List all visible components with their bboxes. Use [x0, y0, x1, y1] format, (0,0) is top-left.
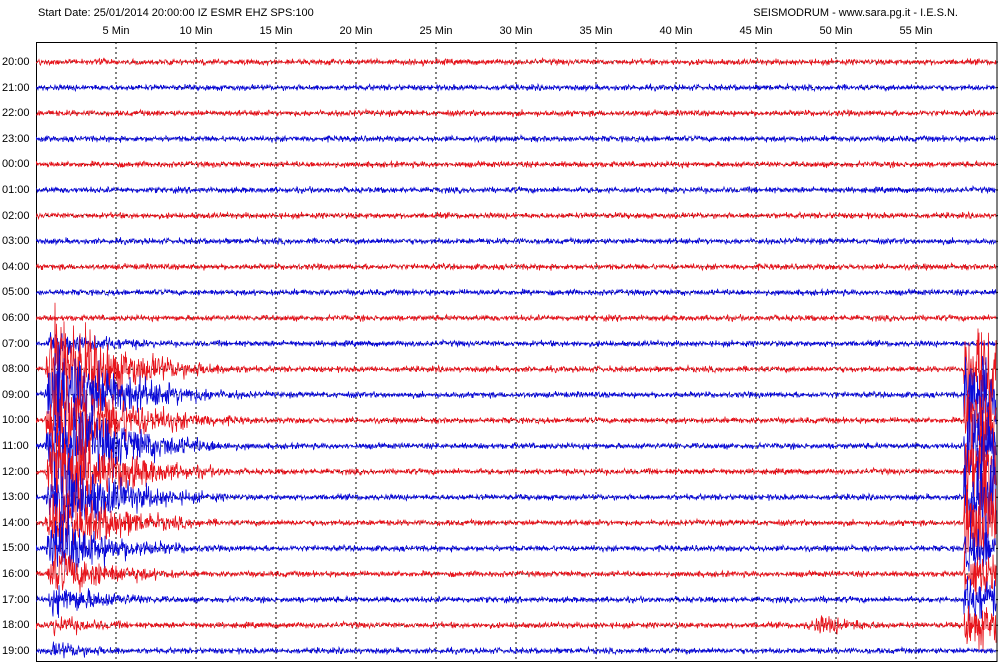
trace-0000: [36, 159, 997, 169]
row-time-label: 03:00: [2, 235, 30, 248]
x-tick-label: 25 Min: [419, 25, 453, 37]
trace-0700: [36, 332, 997, 359]
row-time-label: 18:00: [2, 619, 30, 632]
x-tick-label: 40 Min: [659, 25, 693, 37]
trace-2100: [36, 82, 997, 93]
x-tick-label: 5 Min: [102, 25, 130, 37]
row-time-label: 10:00: [2, 414, 30, 427]
trace-1200: [36, 413, 997, 529]
trace-0100: [36, 185, 997, 195]
trace-0900: [36, 344, 997, 454]
x-tick-label: 20 Min: [339, 25, 373, 37]
row-time-label: 11:00: [2, 440, 29, 452]
row-time-label: 02:00: [2, 209, 30, 222]
trace-1800: [36, 605, 997, 652]
row-time-label: 04:00: [2, 260, 30, 273]
trace-0500: [36, 287, 997, 297]
header: Start Date: 25/01/2014 20:00:00 IZ ESMR …: [0, 0, 1000, 40]
trace-0600: [36, 313, 997, 323]
row-time-label: 14:00: [2, 516, 30, 529]
trace-0200: [36, 210, 997, 221]
trace-2200: [36, 108, 996, 118]
row-time-label: 06:00: [2, 312, 30, 324]
x-tick-label: 30 Min: [499, 25, 533, 37]
row-time-label: 09:00: [2, 388, 30, 401]
trace-1000: [36, 367, 997, 469]
row-time-label: 00:00: [2, 158, 30, 171]
trace-2300: [36, 133, 997, 144]
x-tick-label: 45 Min: [739, 25, 773, 37]
trace-1300: [36, 436, 997, 554]
trace-0400: [36, 261, 997, 272]
row-time-label: 16:00: [2, 568, 30, 580]
x-tick-label: 15 Min: [259, 25, 293, 37]
trace-1700: [36, 576, 997, 621]
trace-0300: [36, 236, 997, 246]
row-time-label: 15:00: [2, 542, 30, 555]
row-time-label: 01:00: [2, 184, 30, 196]
x-tick-label: 35 Min: [579, 25, 613, 37]
row-time-label: 22:00: [2, 107, 30, 120]
row-time-label: 08:00: [2, 363, 30, 376]
row-time-label: 05:00: [2, 286, 30, 299]
row-time-label: 23:00: [2, 132, 30, 145]
credit-text: SEISMODRUM - www.sara.pg.it - I.E.S.N.: [753, 7, 958, 19]
helicorder-plot: [36, 42, 998, 662]
trace-1400: [36, 464, 997, 574]
x-tick-label: 55 Min: [899, 25, 933, 37]
row-time-label: 13:00: [2, 491, 30, 504]
trace-1900: [36, 641, 997, 659]
plot-frame: [36, 42, 998, 662]
trace-1500: [36, 520, 997, 575]
row-time-label: 17:00: [2, 593, 30, 606]
row-time-label: 20:00: [2, 56, 30, 68]
trace-0800: [36, 302, 997, 416]
x-tick-label: 10 Min: [179, 25, 213, 37]
start-date-title: Start Date: 25/01/2014 20:00:00 IZ ESMR …: [38, 7, 314, 19]
row-time-label: 21:00: [2, 81, 30, 94]
trace-2000: [36, 57, 997, 68]
x-tick-label: 50 Min: [819, 25, 853, 37]
trace-1100: [36, 396, 997, 501]
row-time-label: 12:00: [2, 465, 30, 478]
row-time-label: 07:00: [2, 337, 30, 350]
trace-1600: [36, 545, 997, 597]
row-time-label: 19:00: [2, 644, 30, 657]
